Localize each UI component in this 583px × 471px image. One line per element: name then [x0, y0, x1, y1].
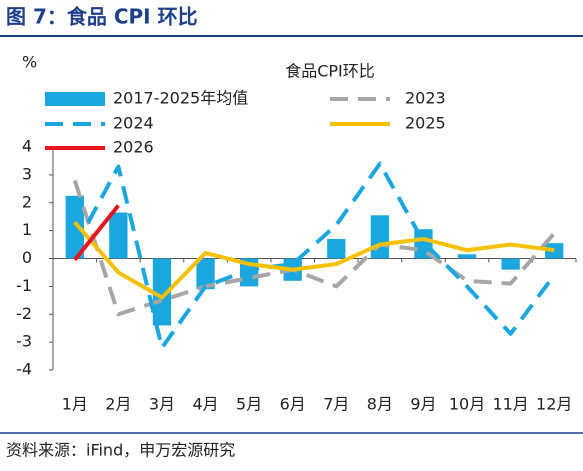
line-series: [72, 179, 556, 317]
legend-label: 2024: [113, 114, 154, 133]
x-tick-label: 6月: [280, 395, 306, 414]
source: 资料来源：iFind，申万宏源研究: [6, 441, 235, 460]
x-tick-label: 9月: [410, 395, 436, 414]
legend-swatch: [45, 92, 105, 106]
x-tick-label: 3月: [149, 395, 175, 414]
y-tick-label: -4: [16, 360, 32, 379]
x-tick-label: 12月: [536, 395, 572, 414]
bar: [370, 215, 390, 259]
bar: [152, 258, 172, 326]
line-series: [73, 220, 555, 300]
line-series: [73, 161, 556, 350]
bar: [109, 212, 128, 259]
y-tick-label: 2: [22, 192, 32, 211]
x-tick-label: 4月: [192, 395, 218, 414]
x-tick-label: 10月: [449, 395, 485, 414]
y-tick-label: -1: [16, 276, 32, 295]
x-tick-label: 8月: [367, 395, 393, 414]
legend-label: 2026: [113, 138, 154, 157]
legend-label: 2017-2025年均值: [113, 89, 248, 108]
x-tick-label: 5月: [236, 395, 262, 414]
x-tick-label: 2月: [105, 395, 131, 414]
y-axis-label: %: [22, 53, 37, 72]
y-tick-label: 0: [22, 248, 32, 267]
chart-title: 食品CPI环比: [285, 62, 375, 81]
bar: [501, 258, 520, 270]
x-tick-label: 7月: [323, 395, 349, 414]
line-series: [73, 204, 120, 262]
y-tick-label: -3: [16, 332, 32, 351]
bar: [327, 238, 346, 259]
legend-label: 2023: [405, 89, 446, 108]
y-tick-label: 4: [22, 137, 32, 156]
bar: [545, 243, 564, 259]
header: 图 7：食品 CPI 环比: [6, 5, 198, 29]
bar: [196, 258, 215, 290]
y-tick-label: 1: [22, 220, 32, 239]
legend-label: 2025: [405, 114, 446, 133]
x-tick-label: 11月: [492, 395, 528, 414]
bar: [457, 254, 477, 259]
x-tick-label: 1月: [62, 395, 88, 414]
y-tick-label: -2: [16, 304, 32, 323]
y-tick-label: 3: [22, 164, 32, 183]
